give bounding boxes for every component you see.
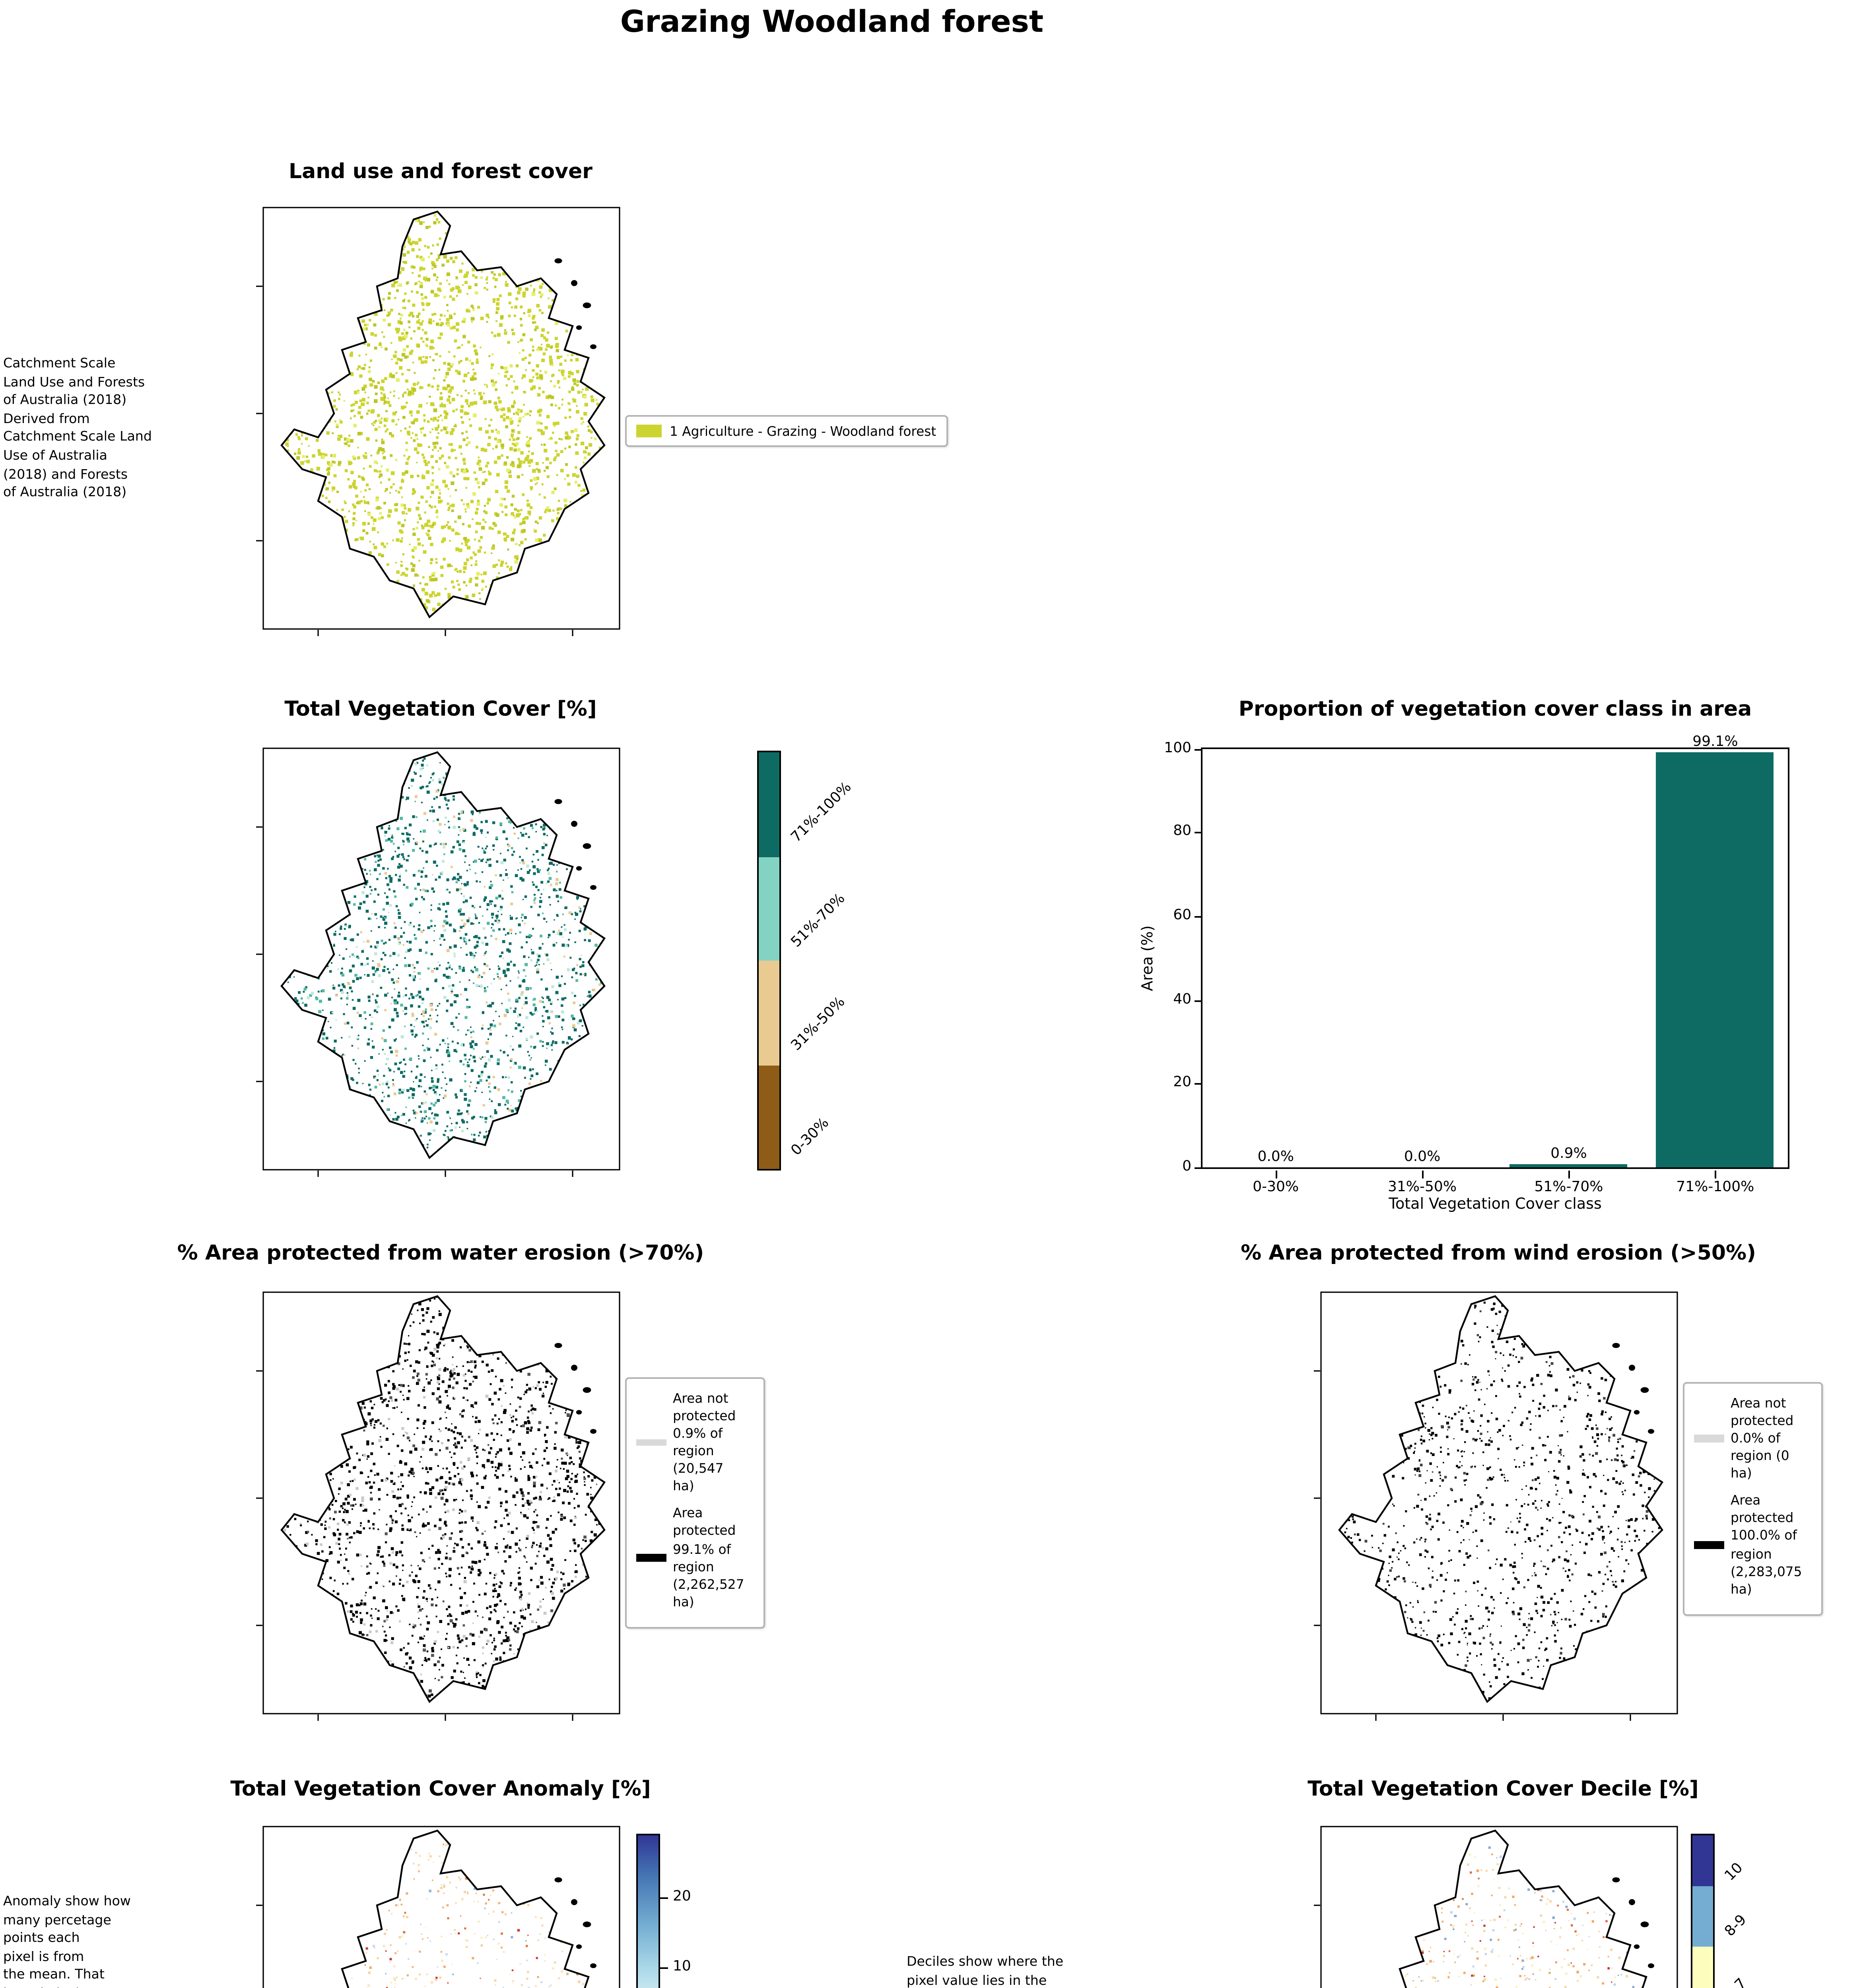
veg-map [256,747,620,1177]
decile-colorbar-seg [1692,1886,1713,1946]
veg-colorbar-seg [759,1065,779,1170]
legend-label: Area protected 99.1% of region (2,262,52… [673,1505,744,1609]
veg-map-svg [256,747,620,1177]
y-tick [1195,832,1202,834]
decile-note: Deciles show where the pixel value lies … [907,1953,1064,1988]
decile-map [1314,1826,1678,1988]
landuse-map-svg [256,207,620,636]
landuse-legend-swatch [636,424,662,438]
veg-title: Total Vegetation Cover [%] [284,698,597,722]
veg-colorbar-label: 51%-70% [789,891,849,951]
y-tick-label: 80 [1173,824,1191,840]
decile-colorbar-seg [1692,1835,1713,1886]
legend-swatch [636,1554,666,1562]
bar-value-label: 99.1% [1692,735,1738,751]
veg-colorbar-label: 71%-100% [789,780,855,846]
legend-entry: Area protected 100.0% of region (2,283,0… [1694,1492,1812,1598]
x-tick-label: 31%-50% [1388,1180,1457,1196]
water-erosion-title: % Area protected from water erosion (>70… [177,1242,704,1266]
landuse-legend-label: 1 Agriculture - Grazing - Woodland fores… [670,423,936,439]
anomaly-title: Total Vegetation Cover Anomaly [%] [230,1778,651,1802]
anomaly-note: Anomaly show how many percetage points e… [3,1893,131,1988]
landuse-title: Land use and forest cover [289,161,593,184]
wind-erosion-map [1314,1291,1678,1721]
y-tick [1195,748,1202,750]
y-tick [1195,1167,1202,1169]
legend-entry: Area protected 99.1% of region (2,262,52… [636,1505,754,1611]
x-tick [1568,1171,1570,1178]
veg-colorbar-seg [759,752,779,857]
x-tick-label: 0-30% [1253,1180,1299,1196]
anomaly-colorbar: 20100−10−20 [636,1834,691,1988]
y-tick-label: 60 [1173,908,1191,924]
x-tick [1275,1171,1276,1178]
anomaly-colorbar-tick-label: 20 [673,1889,691,1906]
anomaly-colorbar-tick-label: 10 [673,1959,691,1976]
anomaly-colorbar-gradient [638,1835,659,1988]
anomaly-map [256,1826,620,1988]
chart-ylabel: Area (%) [1140,925,1157,991]
decile-colorbar-label: 10 [1723,1860,1747,1885]
decile-map-svg [1314,1826,1678,1988]
anomaly-colorbar-tick [660,1897,667,1899]
legend-label: Area protected 100.0% of region (2,283,0… [1731,1492,1802,1596]
x-tick [1422,1171,1423,1178]
veg-colorbar-seg [759,961,779,1066]
chart-xlabel: Total Vegetation Cover class [1389,1196,1602,1213]
bar [1510,1163,1628,1167]
water-erosion-legend: Area not protected 0.9% of region (20,54… [625,1377,765,1628]
legend-entry: Area not protected 0.9% of region (20,54… [636,1390,754,1496]
decile-title: Total Vegetation Cover Decile [%] [1307,1778,1699,1802]
water-map-svg [256,1291,620,1721]
proportion-chart-title: Proportion of vegetation cover class in … [1238,698,1752,722]
bar-value-label: 0.0% [1404,1150,1441,1167]
y-tick [1195,1000,1202,1001]
y-tick-label: 20 [1173,1075,1191,1091]
anomaly-map-svg [256,1826,620,1988]
bar [1656,752,1774,1167]
legend-swatch [1694,1541,1724,1549]
anomaly-colorbar-tick [660,1967,667,1969]
y-tick-label: 100 [1164,740,1191,756]
page-title: Grazing Woodland forest [620,5,1044,40]
x-tick [1714,1171,1716,1178]
veg-colorbar-label: 0-30% [789,1115,833,1159]
y-tick-label: 40 [1173,992,1191,1008]
landuse-map [256,207,620,636]
legend-label: Area not protected 0.0% of region (0 ha) [1731,1395,1794,1481]
proportion-plot: 0 20 40 60 80 100 0.0% 0-30% 0.0% 31%-50% 0.9% 51%-… [1164,736,1789,1196]
legend-entry: Area not protected 0.0% of region (0 ha) [1694,1395,1812,1483]
decile-colorbar: 108-94-72-31 [1691,1834,1750,1988]
veg-colorbar: 71%-100% 51%-70% 31%-50% 0-30% [757,751,855,1171]
legend-swatch [636,1439,666,1446]
wind-map-svg [1314,1291,1678,1721]
wind-erosion-legend: Area not protected 0.0% of region (0 ha)… [1683,1382,1823,1615]
x-tick-label: 71%-100% [1676,1180,1754,1196]
y-tick-label: 0 [1182,1159,1191,1175]
x-tick-label: 51%-70% [1534,1180,1603,1196]
decile-colorbar-label: 4-7 [1723,1976,1750,1988]
landuse-legend: 1 Agriculture - Grazing - Woodland fores… [625,415,948,447]
legend-swatch [1694,1435,1724,1442]
legend-label: Area not protected 0.9% of region (20,54… [673,1390,736,1494]
veg-colorbar-label: 31%-50% [789,995,849,1055]
y-tick [1195,916,1202,917]
bar-value-label: 0.0% [1257,1150,1294,1167]
y-tick [1195,1083,1202,1085]
veg-colorbar-seg [759,856,779,961]
water-erosion-map [256,1291,620,1721]
wind-erosion-title: % Area protected from wind erosion (>50%… [1241,1242,1756,1266]
decile-colorbar-label: 8-9 [1723,1912,1750,1940]
decile-colorbar-seg [1692,1946,1713,1988]
landuse-side-note: Catchment Scale Land Use and Forests of … [3,355,152,500]
bar-value-label: 0.9% [1550,1147,1587,1163]
